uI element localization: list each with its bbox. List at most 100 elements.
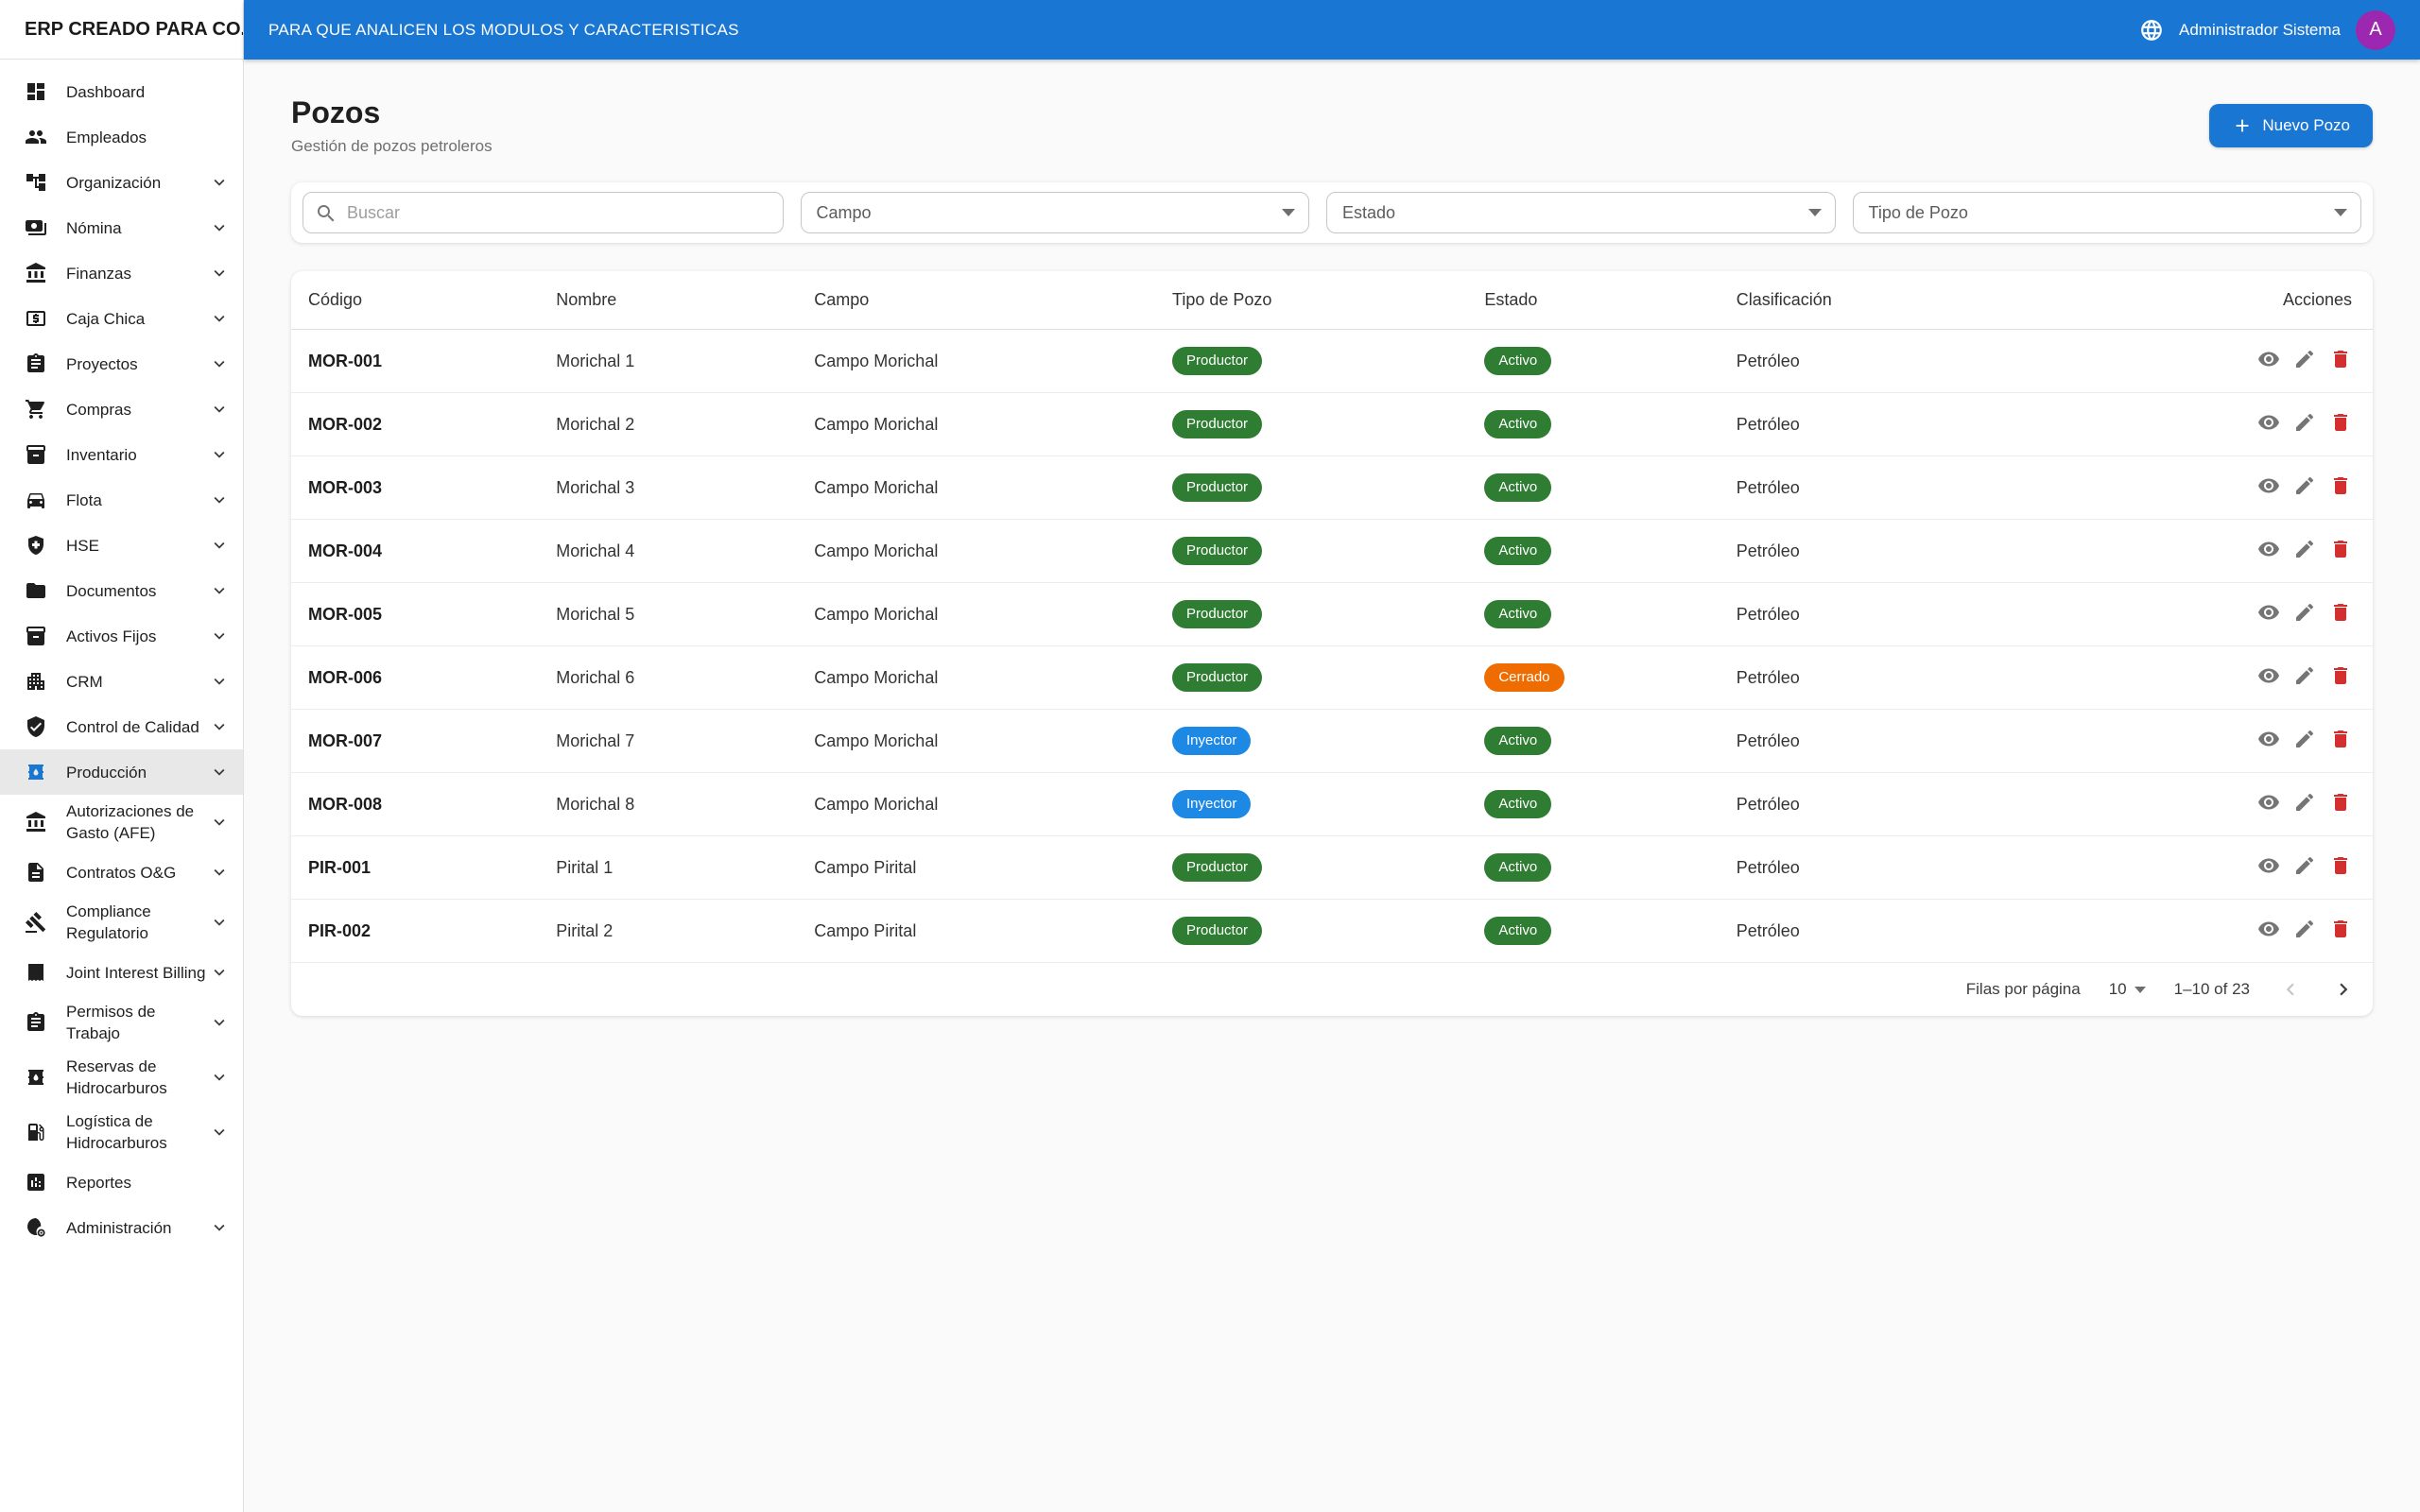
sidebar-item-control-de-calidad[interactable]: Control de Calidad [0, 704, 243, 749]
delete-icon[interactable] [2329, 348, 2352, 370]
sidebar-item-inventario[interactable]: Inventario [0, 432, 243, 477]
edit-icon[interactable] [2293, 664, 2316, 687]
sidebar-item-label: Administración [66, 1218, 172, 1237]
chevron-down-icon [209, 353, 230, 374]
delete-icon[interactable] [2329, 411, 2352, 434]
sidebar-item-label: Joint Interest Billing [66, 963, 206, 982]
table-cell: Activo [1469, 773, 1720, 836]
filter-select-tipo-de-pozo[interactable]: Tipo de Pozo [1852, 192, 2361, 233]
table-row: MOR-003 Morichal 3 Campo Morichal Productor… [291, 455, 2373, 520]
sidebar-item-activos-fijos[interactable]: Activos Fijos [0, 613, 243, 659]
column-header: Nombre [541, 271, 800, 330]
view-icon[interactable] [2257, 538, 2280, 560]
actions-cell [2117, 646, 2373, 710]
filter-select-campo[interactable]: Campo [800, 192, 1309, 233]
sidebar-item-caja-chica[interactable]: Caja Chica [0, 296, 243, 341]
view-icon[interactable] [2257, 791, 2280, 814]
sidebar-item-administracion[interactable]: Administración [0, 1205, 243, 1250]
chevron-down-icon [209, 580, 230, 601]
sidebar-item-organizacion[interactable]: Organización [0, 160, 243, 205]
chevron-down-icon [209, 626, 230, 646]
filter-select-estado[interactable]: Estado [1326, 192, 1836, 233]
sidebar-item-produccion[interactable]: Producción [0, 749, 243, 795]
view-icon[interactable] [2257, 854, 2280, 877]
sidebar-item-documentos[interactable]: Documentos [0, 568, 243, 613]
sidebar-item-label: HSE [66, 536, 99, 555]
sidebar-item-label: Proyectos [66, 354, 138, 373]
sidebar-item-afe[interactable]: Autorizaciones de Gasto (AFE) [0, 795, 243, 850]
view-icon[interactable] [2257, 474, 2280, 497]
delete-icon[interactable] [2329, 664, 2352, 687]
delete-icon[interactable] [2329, 791, 2352, 814]
new-pozo-button[interactable]: Nuevo Pozo [2209, 104, 2373, 147]
chevron-down-icon [209, 1122, 230, 1143]
edit-icon[interactable] [2293, 474, 2316, 497]
delete-icon[interactable] [2329, 538, 2352, 560]
previous-page-button[interactable] [2278, 977, 2303, 1002]
next-page-button[interactable] [2331, 977, 2356, 1002]
table-cell: MOR-001 [308, 351, 383, 370]
sidebar-item-label: Reportes [66, 1173, 131, 1192]
edit-icon[interactable] [2293, 601, 2316, 624]
globe-icon[interactable] [2139, 18, 2164, 43]
topbar-title: PARA QUE ANALICEN LOS MODULOS Y CARACTER… [268, 20, 739, 39]
sidebar-item-crm[interactable]: CRM [0, 659, 243, 704]
view-icon[interactable] [2257, 728, 2280, 750]
edit-icon[interactable] [2293, 411, 2316, 434]
edit-icon[interactable] [2293, 791, 2316, 814]
sidebar-item-reportes[interactable]: Reportes [0, 1160, 243, 1205]
sidebar-item-flota[interactable]: Flota [0, 477, 243, 523]
health-icon [25, 534, 47, 557]
view-icon[interactable] [2257, 918, 2280, 940]
delete-icon[interactable] [2329, 918, 2352, 940]
sidebar-item-dashboard[interactable]: Dashboard [0, 69, 243, 114]
rows-per-page-select[interactable]: 10 [2109, 980, 2146, 999]
sidebar-item-empleados[interactable]: Empleados [0, 114, 243, 160]
sidebar-item-compras[interactable]: Compras [0, 387, 243, 432]
sidebar-item-hse[interactable]: HSE [0, 523, 243, 568]
table-cell: Productor [1157, 520, 1469, 583]
dropdown-arrow-icon [1807, 209, 1822, 216]
actions-cell [2117, 836, 2373, 900]
table-cell: Productor [1157, 900, 1469, 963]
sidebar-item-label: Contratos O&G [66, 863, 177, 882]
analytics-icon [25, 1171, 47, 1194]
edit-icon[interactable] [2293, 728, 2316, 750]
sidebar-item-jib[interactable]: Joint Interest Billing [0, 950, 243, 995]
select-label: Estado [1342, 202, 1396, 222]
delete-icon[interactable] [2329, 728, 2352, 750]
table-cell: Campo Pirital [814, 920, 917, 940]
sidebar-item-compliance[interactable]: Compliance Regulatorio [0, 895, 243, 950]
delete-icon[interactable] [2329, 601, 2352, 624]
avatar[interactable]: A [2356, 9, 2395, 50]
table-cell: Petróleo [1736, 477, 1800, 497]
sidebar-item-finanzas[interactable]: Finanzas [0, 250, 243, 296]
search-input[interactable] [303, 193, 783, 232]
table-cell: Campo Morichal [814, 477, 939, 497]
sidebar-item-contratos-og[interactable]: Contratos O&G [0, 850, 243, 895]
edit-icon[interactable] [2293, 854, 2316, 877]
sidebar-item-proyectos[interactable]: Proyectos [0, 341, 243, 387]
edit-icon[interactable] [2293, 918, 2316, 940]
view-icon[interactable] [2257, 601, 2280, 624]
user-name[interactable]: Administrador Sistema [2178, 20, 2341, 39]
search-icon [315, 202, 337, 225]
table-cell: Petróleo [1736, 604, 1800, 624]
sidebar-item-permisos-trabajo[interactable]: Permisos de Trabajo [0, 995, 243, 1050]
sidebar-item-nomina[interactable]: Nómina [0, 205, 243, 250]
chevron-down-icon [209, 172, 230, 193]
shieldcheck-icon [25, 715, 47, 738]
delete-icon[interactable] [2329, 474, 2352, 497]
delete-icon[interactable] [2329, 854, 2352, 877]
view-icon[interactable] [2257, 411, 2280, 434]
view-icon[interactable] [2257, 664, 2280, 687]
sidebar-item-reservas[interactable]: Reservas de Hidrocarburos [0, 1050, 243, 1105]
edit-icon[interactable] [2293, 348, 2316, 370]
sidebar-item-logistica[interactable]: Logística de Hidrocarburos [0, 1105, 243, 1160]
table-cell: Petróleo [1736, 857, 1800, 877]
view-icon[interactable] [2257, 348, 2280, 370]
rows-per-page-label: Filas por página [1965, 980, 2081, 998]
chevron-down-icon [209, 671, 230, 692]
edit-icon[interactable] [2293, 538, 2316, 560]
estado-badge: Activo [1484, 917, 1552, 945]
